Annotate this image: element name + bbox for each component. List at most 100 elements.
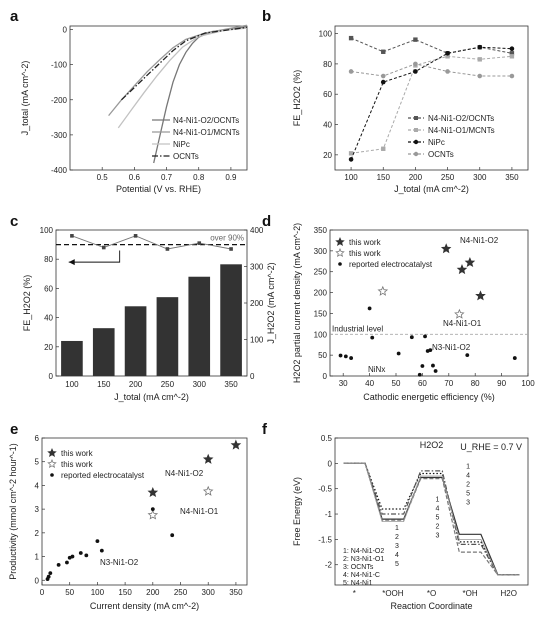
panel-d-dot-point (396, 351, 401, 356)
panel-f-cluster-o: 3 (436, 532, 440, 539)
panel-e-annotation: N4-Ni1-O2 (165, 469, 204, 478)
panel-d-star-point (475, 290, 486, 301)
panel-c-fe-point (165, 247, 170, 251)
panel-b-legend-label: N4-Ni1-O1/MCNTs (428, 126, 495, 135)
panel-e-dot-point (46, 574, 51, 579)
panel-c-ytick-right-label: 100 (250, 336, 264, 345)
panel-c-fe-point (101, 245, 106, 250)
panel-f-cluster-ooh: 3 (395, 543, 399, 550)
panel-b-point (348, 157, 354, 162)
panel-f-ytick-label: -2 (325, 561, 333, 570)
panel-d-legend-label: this work (349, 249, 382, 258)
panel-b-xtick-label: 250 (441, 173, 455, 182)
panel-f-cluster-ooh: 2 (395, 534, 399, 541)
panel-f-cluster-oh: 2 (466, 481, 470, 488)
panel-a-xlabel: Potential (V vs. RHE) (116, 184, 201, 194)
panel-c-bar (124, 306, 147, 376)
panel-b-frame (334, 25, 529, 171)
panel-e-ylabel: Productivity (mmol cm^-2 hour^-1) (8, 443, 18, 579)
panel-e-ytick-label: 5 (35, 458, 40, 467)
panel-e-legend-marker (47, 459, 57, 469)
panel-e-xtick-label: 150 (118, 588, 132, 597)
panel-a-xtick-label: 0.8 (193, 173, 205, 182)
panel-e-star-point (202, 453, 214, 464)
panel-e-xtick-label: 350 (229, 588, 243, 597)
panel-d-dot-point (512, 356, 517, 360)
panel-e-ytick-label: 0 (35, 576, 40, 585)
panel-d-ytick-label: 0 (323, 372, 328, 381)
panel-e-legend-label: this work (61, 460, 94, 469)
panel-a-xtick-label: 0.5 (97, 173, 109, 182)
panel-f-cluster-oh: 4 (466, 472, 470, 479)
panel-c-bar (156, 297, 179, 376)
panel-c-bar (92, 328, 115, 376)
panel-f-cluster-ooh: 5 (395, 561, 399, 568)
panel-b-point (413, 69, 418, 74)
panel-d-dot-point (465, 353, 470, 358)
panel-e-xlabel: Current density (mA cm^-2) (90, 601, 199, 611)
panel-e-dot-point (170, 533, 175, 538)
panel-b-ylabel: FE_H2O2 (%) (292, 70, 302, 127)
panel-f-xtick-label: *O (427, 589, 436, 598)
panel-e-ytick-label: 2 (35, 529, 40, 538)
panel-b-point (445, 50, 450, 56)
panel-d-frame (329, 229, 529, 377)
panel-d-star-point (464, 256, 476, 268)
panel-d-dot-point (428, 348, 433, 353)
panel-f-condition: U_RHE = 0.7 V (460, 442, 522, 452)
panel-b-xtick-label: 150 (377, 173, 391, 182)
panel-c-ytick-left-label: 100 (40, 226, 54, 235)
panel-f-cluster-o: 4 (436, 505, 440, 512)
panel-a-ytick-label: 0 (63, 26, 68, 35)
panel-c-fe-point (229, 247, 233, 251)
panel-e-open-star-point (202, 485, 214, 496)
panel-d-open-star-point (377, 285, 389, 296)
panel-e-legend-marker (47, 448, 57, 458)
panel-b-point (477, 57, 482, 62)
panel-d-ytick-label: 350 (314, 226, 328, 235)
panel-d-dot-point (338, 353, 343, 358)
panel-b-point (348, 151, 354, 156)
panel-c-fe-line (71, 235, 232, 250)
panel-a-series-line (121, 26, 248, 101)
panel-f-xtick-label: * (353, 589, 356, 598)
panel-e-ytick-label: 1 (35, 553, 40, 562)
panel-c-ytick-left-label: 20 (44, 343, 53, 352)
panel-a-xtick-label: 0.7 (161, 173, 173, 182)
panel-e-xtick-label: 0 (40, 588, 45, 597)
panel-c-ylabel-left: FE_H2O2 (%) (22, 275, 32, 332)
panel-b-ytick-label: 20 (323, 151, 332, 160)
panel-f-ytick-label: -1.5 (318, 535, 332, 544)
panel-label-e: e (10, 421, 18, 438)
panel-c-bar (220, 264, 242, 376)
panel-f-xtick-label: H2O (500, 589, 516, 598)
panel-d-dot-point (431, 363, 435, 368)
panel-e-dot-point (70, 554, 75, 559)
panel-b-point (509, 54, 515, 59)
panel-e-dot-point (56, 562, 61, 567)
panel-c-arrow-path (68, 250, 121, 263)
panel-d-xlabel: Cathodic energetic efficiency (%) (363, 392, 494, 402)
panel-e-dot-point (48, 571, 53, 576)
panel-e-dot-point (95, 539, 100, 544)
panel-b-point (509, 46, 515, 52)
panel-d-dot-point (343, 354, 348, 359)
panel-d-legend-marker (338, 262, 342, 266)
panel-f-ytick-label: 0.5 (321, 434, 333, 443)
panel-f-cluster-oh: 1 (466, 463, 470, 470)
panel-f-cluster-o: 1 (436, 496, 440, 503)
panel-e-annotation: N3-Ni1-O2 (100, 558, 139, 567)
panel-b-ytick-label: 80 (323, 60, 332, 69)
panel-d-annotation: N4-Ni1-O1 (443, 319, 482, 328)
panel-e-legend-label: this work (61, 449, 94, 458)
panel-e-ytick-label: 3 (35, 505, 40, 514)
panel-a-xtick-label: 0.9 (225, 173, 237, 182)
panel-a-legend-label: OCNTs (173, 152, 199, 161)
panel-f-ylabel: Free Energy (eV) (292, 477, 302, 546)
panel-b-point (413, 61, 418, 67)
panel-d-xtick-label: 90 (497, 379, 506, 388)
panel-e-ytick-label: 4 (35, 481, 40, 490)
panel-c-frame (55, 229, 248, 377)
panel-d-dot-point (367, 306, 372, 311)
